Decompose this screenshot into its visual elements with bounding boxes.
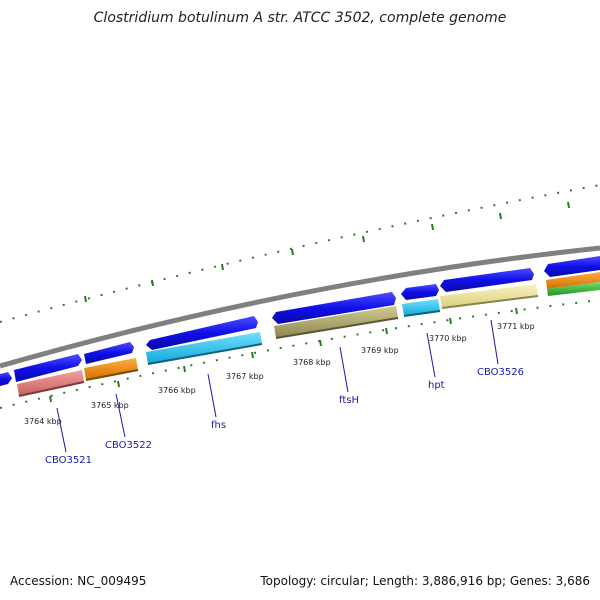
- gene-fhs[interactable]: [146, 332, 262, 364]
- kbp-label: 3770 kbp: [429, 334, 467, 343]
- cds-arrow-2[interactable]: [14, 354, 82, 382]
- outer-major-ticks: [84, 201, 570, 303]
- cds-arrow-6[interactable]: [401, 284, 439, 300]
- outer-tick-ring: [0, 184, 600, 323]
- cds-arrow-1[interactable]: [0, 372, 12, 386]
- cds-arrow-8[interactable]: [544, 256, 600, 277]
- gene-ftsH[interactable]: [274, 306, 398, 338]
- kbp-label: 3765 kbp: [91, 401, 129, 410]
- gene-label-hpt[interactable]: hpt: [428, 380, 445, 391]
- gene-label-CBO3522[interactable]: CBO3522: [105, 440, 152, 451]
- genome-summary-text: Topology: circular; Length: 3,886,916 bp…: [260, 574, 590, 588]
- cds-arrow-7[interactable]: [440, 268, 534, 292]
- map-title: Clostridium botulinum A str. ATCC 3502, …: [93, 10, 507, 26]
- gene-CBO3526[interactable]: [440, 284, 538, 308]
- cds-arrow-3[interactable]: [84, 342, 134, 364]
- gene-label-CBO3526[interactable]: CBO3526: [477, 367, 524, 378]
- genome-backbone: [0, 245, 600, 369]
- kbp-label: 3766 kbp: [158, 386, 196, 395]
- inner-major-ticks: [49, 307, 518, 403]
- cds-arrow-4[interactable]: [146, 316, 258, 350]
- kbp-label: 3771 kbp: [497, 322, 535, 331]
- gene-track: [17, 272, 600, 397]
- kbp-label: 3764 kbp: [24, 417, 62, 426]
- kbp-scale-labels: 3764 kbp 3765 kbp 3766 kbp 3767 kbp 3768…: [24, 322, 535, 426]
- cds-arrow-5[interactable]: [272, 292, 396, 324]
- forward-strand-track: [0, 256, 600, 386]
- gene-orange-right[interactable]: [546, 272, 600, 289]
- accession-text: Accession: NC_009495: [10, 574, 147, 588]
- gene-label-ftsH[interactable]: ftsH: [339, 395, 359, 406]
- gene-green-right[interactable]: [547, 282, 600, 296]
- gene-CBO3521[interactable]: [17, 370, 84, 396]
- gene-label-CBO3521[interactable]: CBO3521: [45, 455, 92, 466]
- gene-name-labels: CBO3521 CBO3522 fhs ftsH hpt CBO3526: [45, 367, 524, 466]
- gene-leader-lines: [56, 319, 499, 453]
- gene-CBO3522[interactable]: [84, 358, 138, 380]
- gene-label-fhs[interactable]: fhs: [211, 420, 226, 431]
- kbp-label: 3768 kbp: [293, 358, 331, 367]
- kbp-label: 3769 kbp: [361, 346, 399, 355]
- kbp-label: 3767 kbp: [226, 372, 264, 381]
